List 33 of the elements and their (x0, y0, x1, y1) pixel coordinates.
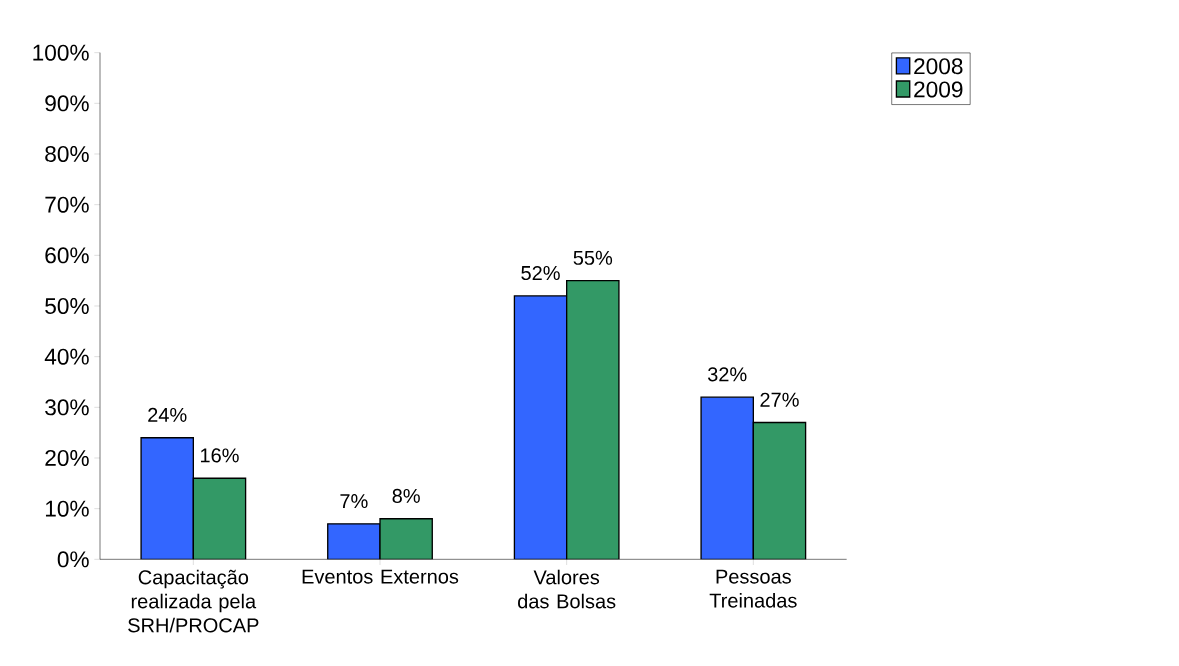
bar (327, 523, 381, 560)
y-tick-label: 100% (33, 44, 89, 61)
data-label: 52% (521, 265, 560, 281)
legend-label: 2009 (914, 81, 963, 98)
bar (379, 518, 433, 560)
y-tick-label: 80% (45, 145, 89, 163)
legend-label: 2008 (914, 58, 963, 75)
bar (140, 437, 195, 560)
y-tick-label: 40% (44, 348, 89, 365)
y-tick-label: 50% (45, 297, 89, 315)
y-tick-label: 20% (45, 449, 89, 467)
data-label: 7% (340, 494, 368, 509)
bar (752, 421, 807, 560)
bar (566, 279, 620, 560)
data-label: 27% (760, 392, 799, 407)
data-label: 24% (148, 407, 187, 422)
y-tick-label: 70% (45, 196, 89, 213)
bar (192, 477, 247, 560)
x-tick-label: Eventos Externos (302, 569, 459, 584)
x-tick-label: Pessoas Treinadas (709, 569, 797, 608)
data-label: 55% (573, 250, 613, 265)
data-label: 8% (392, 488, 420, 503)
y-tick-label: 0% (57, 551, 89, 568)
x-tick-label: Capacitação realizada pela SRH/PROCAP (128, 569, 259, 633)
x-tick-label: Valores das Bolsas (518, 569, 616, 609)
y-tick-label: 10% (45, 500, 89, 517)
bar (513, 295, 568, 560)
bar (700, 396, 755, 560)
y-tick-label: 60% (45, 247, 89, 264)
data-label: 32% (707, 367, 747, 382)
y-tick-label: 90% (45, 95, 89, 112)
data-label: 16% (200, 448, 239, 463)
y-tick-label: 30% (45, 399, 89, 416)
